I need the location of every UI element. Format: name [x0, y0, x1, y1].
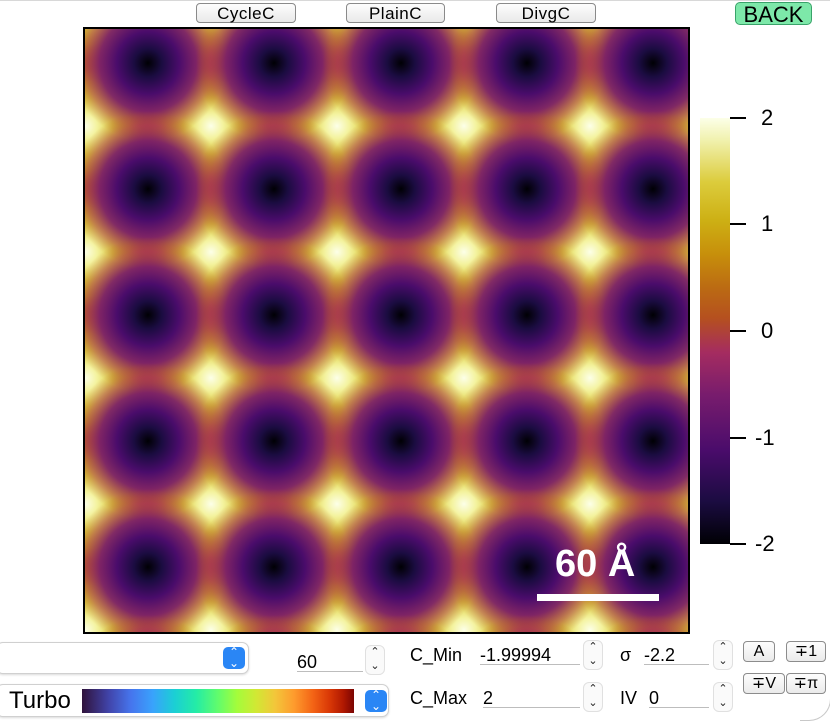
- sigma-stepper[interactable]: ⌃ ⌄: [713, 640, 733, 670]
- c-max-field[interactable]: 2: [483, 686, 580, 708]
- stepper-up-icon[interactable]: ⌃: [718, 641, 728, 653]
- stepper-up-icon[interactable]: ⌃: [370, 646, 380, 658]
- cyclec-button[interactable]: CycleC: [196, 3, 296, 23]
- colorbar-tick-label: 2: [761, 105, 774, 130]
- scale-bar: [537, 594, 659, 601]
- colorbar-tick: [730, 437, 746, 439]
- back-button[interactable]: BACK: [735, 2, 812, 26]
- colorbar-tick-label: 0: [761, 318, 774, 343]
- plainc-button[interactable]: PlainC: [346, 3, 445, 23]
- colorbar-tick: [730, 330, 746, 332]
- colorbar-tick: [730, 223, 746, 225]
- scale-bar-label: 60 Å: [555, 543, 636, 585]
- sigma-label: σ: [620, 645, 632, 665]
- stepper-up-icon[interactable]: ⌃: [588, 641, 598, 653]
- colorbar-tick: [730, 543, 746, 545]
- flip-1-button[interactable]: ∓1: [786, 641, 826, 662]
- window-corner: [800, 690, 830, 721]
- scale-value-field[interactable]: 60: [297, 650, 363, 672]
- colormap-dropdown[interactable]: Turbo ⌃ ⌄: [0, 684, 389, 717]
- auto-button[interactable]: A: [743, 641, 775, 662]
- c-min-label: C_Min: [410, 645, 463, 665]
- heatmap-image[interactable]: 60 Å: [83, 27, 690, 634]
- lattice-pattern: [85, 29, 688, 632]
- stepper-down-icon[interactable]: ⌄: [588, 697, 598, 709]
- colorbar-tick: [730, 117, 746, 119]
- iv-label: IV: [620, 688, 638, 708]
- stepper-up-icon[interactable]: ⌃: [718, 683, 728, 695]
- popup-arrows-icon: ⌃ ⌄: [365, 689, 387, 712]
- iv-field[interactable]: 0: [649, 686, 709, 708]
- divgc-button[interactable]: DivgC: [496, 3, 596, 23]
- stepper-down-icon[interactable]: ⌄: [370, 660, 380, 672]
- colorbar-tick-label: 1: [761, 211, 774, 236]
- c-max-stepper[interactable]: ⌃ ⌄: [583, 682, 603, 712]
- stepper-down-icon[interactable]: ⌄: [718, 655, 728, 667]
- c-min-field[interactable]: -1.99994: [480, 643, 580, 665]
- scale-value-stepper[interactable]: ⌃ ⌄: [365, 645, 385, 675]
- stepper-down-icon[interactable]: ⌄: [588, 655, 598, 667]
- colorbar: [700, 118, 730, 544]
- c-min-stepper[interactable]: ⌃ ⌄: [583, 640, 603, 670]
- stepper-down-icon[interactable]: ⌄: [718, 697, 728, 709]
- scale-dropdown[interactable]: ⌃ ⌄: [0, 642, 249, 674]
- colorbar-tick-label: -2: [755, 531, 775, 556]
- stepper-up-icon[interactable]: ⌃: [588, 683, 598, 695]
- colormap-name: Turbo: [9, 687, 71, 714]
- colorbar-tick-label: -1: [755, 425, 775, 450]
- flip-v-button[interactable]: ∓V: [743, 673, 785, 694]
- c-max-label: C_Max: [410, 688, 468, 708]
- iv-stepper[interactable]: ⌃ ⌄: [713, 682, 733, 712]
- popup-arrows-icon: ⌃ ⌄: [223, 646, 245, 669]
- sigma-field[interactable]: -2.2: [644, 643, 709, 665]
- window-top-border: [0, 0, 830, 1]
- turbo-colormap-swatch: [82, 689, 354, 713]
